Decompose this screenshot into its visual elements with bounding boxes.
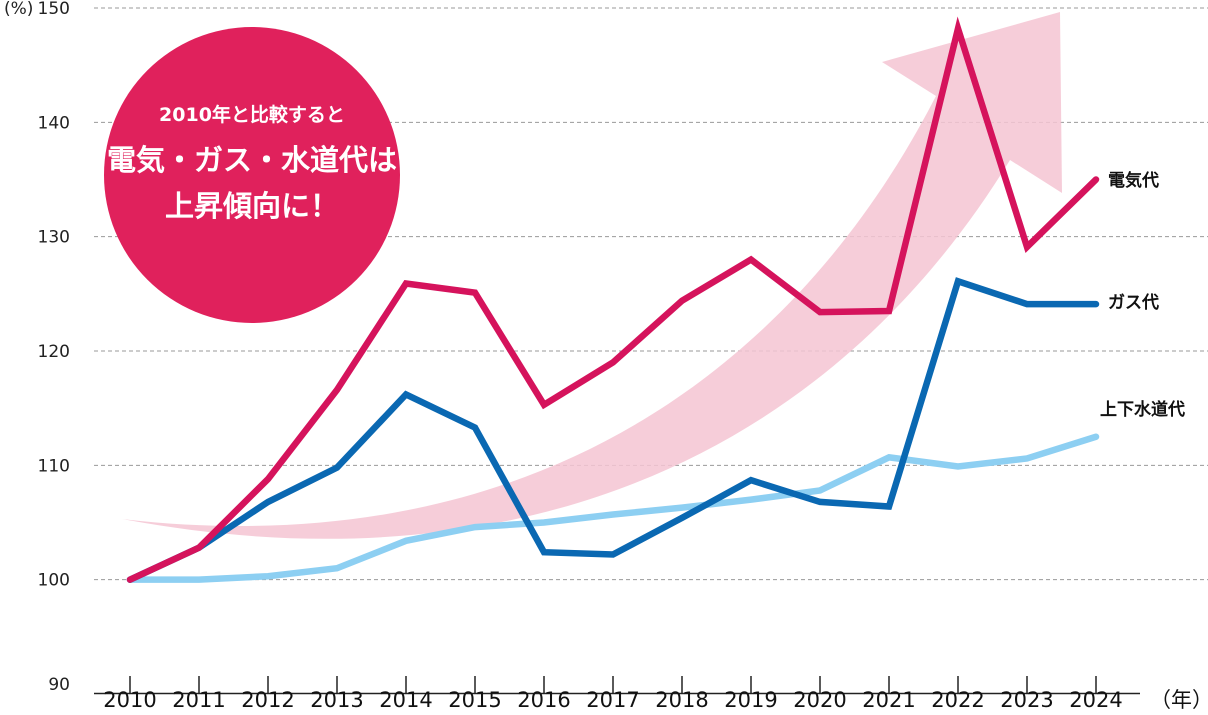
y-tick-label: 120 — [38, 342, 70, 362]
x-unit-label: （年） — [1150, 688, 1208, 712]
x-tick-label: 2024 — [1069, 688, 1122, 712]
y-unit-label: (%) — [4, 0, 33, 19]
callout-line-2: 電気・ガス・水道代は — [107, 143, 397, 177]
callout-line-3: 上昇傾向に！ — [165, 189, 339, 223]
x-tick-label: 2018 — [655, 688, 708, 712]
series-label: 上下水道代 — [1100, 399, 1185, 420]
x-tick-label: 2016 — [517, 688, 570, 712]
x-tick-label: 2013 — [310, 688, 363, 712]
y-tick-label: 150 — [38, 0, 70, 19]
series-label: 電気代 — [1108, 170, 1159, 191]
y-tick-label: 90 — [48, 675, 70, 695]
x-tick-label: 2017 — [586, 688, 639, 712]
x-tick-label: 2019 — [724, 688, 777, 712]
x-axis-labels: 2010 2011 2012 2013 2014 2015 2016 2017 2018 2019… — [103, 688, 1122, 712]
x-tick-label: 2021 — [862, 688, 915, 712]
y-tick-label: 100 — [38, 571, 70, 591]
x-tick-label: 2010 — [103, 688, 156, 712]
callout-bubble: 2010年と比較すると 電気・ガス・水道代は 上昇傾向に！ — [104, 27, 400, 323]
x-tick-label: 2022 — [931, 688, 984, 712]
x-tick-label: 2023 — [1000, 688, 1053, 712]
y-tick-label: 130 — [38, 228, 70, 248]
y-tick-label: 140 — [38, 113, 70, 133]
x-tick-label: 2015 — [448, 688, 501, 712]
callout-line-1: 2010年と比較すると — [159, 103, 345, 126]
x-tick-label: 2014 — [379, 688, 432, 712]
y-tick-label: 110 — [38, 456, 70, 476]
y-axis-labels: 90 100 110 120 130 140 150 — [38, 0, 70, 695]
x-tick-label: 2020 — [793, 688, 846, 712]
series-lines — [126, 16, 1100, 583]
callout-circle — [104, 27, 400, 323]
x-tick-label: 2012 — [241, 688, 294, 712]
x-tick-label: 2011 — [172, 688, 225, 712]
series-label: ガス代 — [1108, 292, 1159, 313]
x-axis — [94, 676, 1140, 695]
